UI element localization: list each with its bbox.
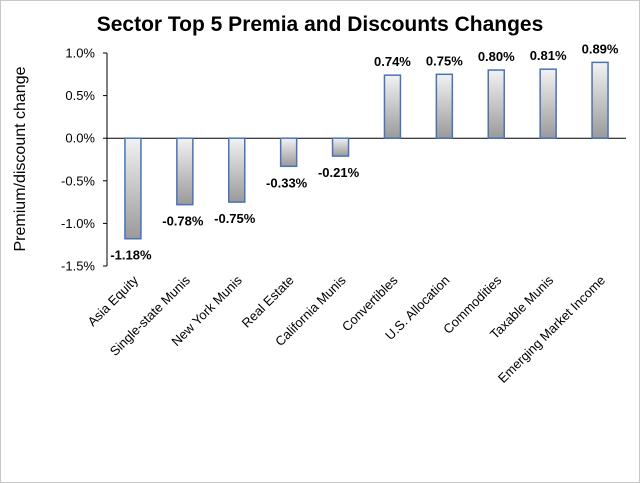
bar-6 [383,74,402,139]
x-tick-label: Emerging Market Income [495,273,608,386]
bar-1 [124,137,142,240]
bar-8 [487,69,505,139]
data-label-1: -1.18% [110,248,152,263]
bar-3 [228,137,246,203]
bar-2 [176,137,194,206]
data-label-4: -0.33% [266,175,308,190]
data-label-2: -0.78% [162,214,204,229]
bar-5 [331,137,350,157]
y-tick-label: -1.0% [61,216,95,231]
bar-4 [279,137,298,168]
x-tick-label: Asia Equity [84,272,141,329]
y-tick-label: 0.0% [65,131,95,146]
bar-9 [539,68,557,139]
data-label-8: 0.80% [478,49,515,64]
bar-10 [591,61,609,139]
data-label-3: -0.75% [214,211,256,226]
data-label-7: 0.75% [426,53,463,68]
y-tick-label: 0.5% [65,88,95,103]
data-label-6: 0.74% [374,54,411,69]
data-label-9: 0.81% [530,48,567,63]
chart-title: Sector Top 5 Premia and Discounts Change… [97,13,544,36]
y-tick-label: -0.5% [61,173,95,188]
plot-area: 1.0% 0.5% 0.0% -0.5% -1.0% -1.5% -1.18% Asia Eq… [61,41,626,386]
data-label-5: -0.21% [318,165,360,180]
y-tick-label: 1.0% [65,46,95,61]
y-axis-label: Premium/discount change [12,66,29,251]
bar-7 [435,73,454,139]
y-tick-label: -1.5% [61,259,95,274]
data-label-10: 0.89% [582,41,619,56]
